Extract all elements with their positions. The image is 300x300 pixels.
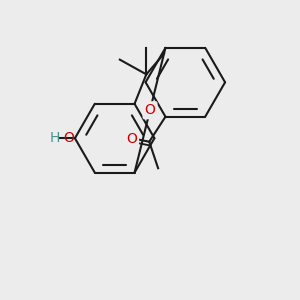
Text: O: O bbox=[126, 132, 137, 146]
Text: O: O bbox=[64, 131, 75, 145]
Text: O: O bbox=[145, 103, 155, 117]
Text: H: H bbox=[49, 131, 60, 145]
